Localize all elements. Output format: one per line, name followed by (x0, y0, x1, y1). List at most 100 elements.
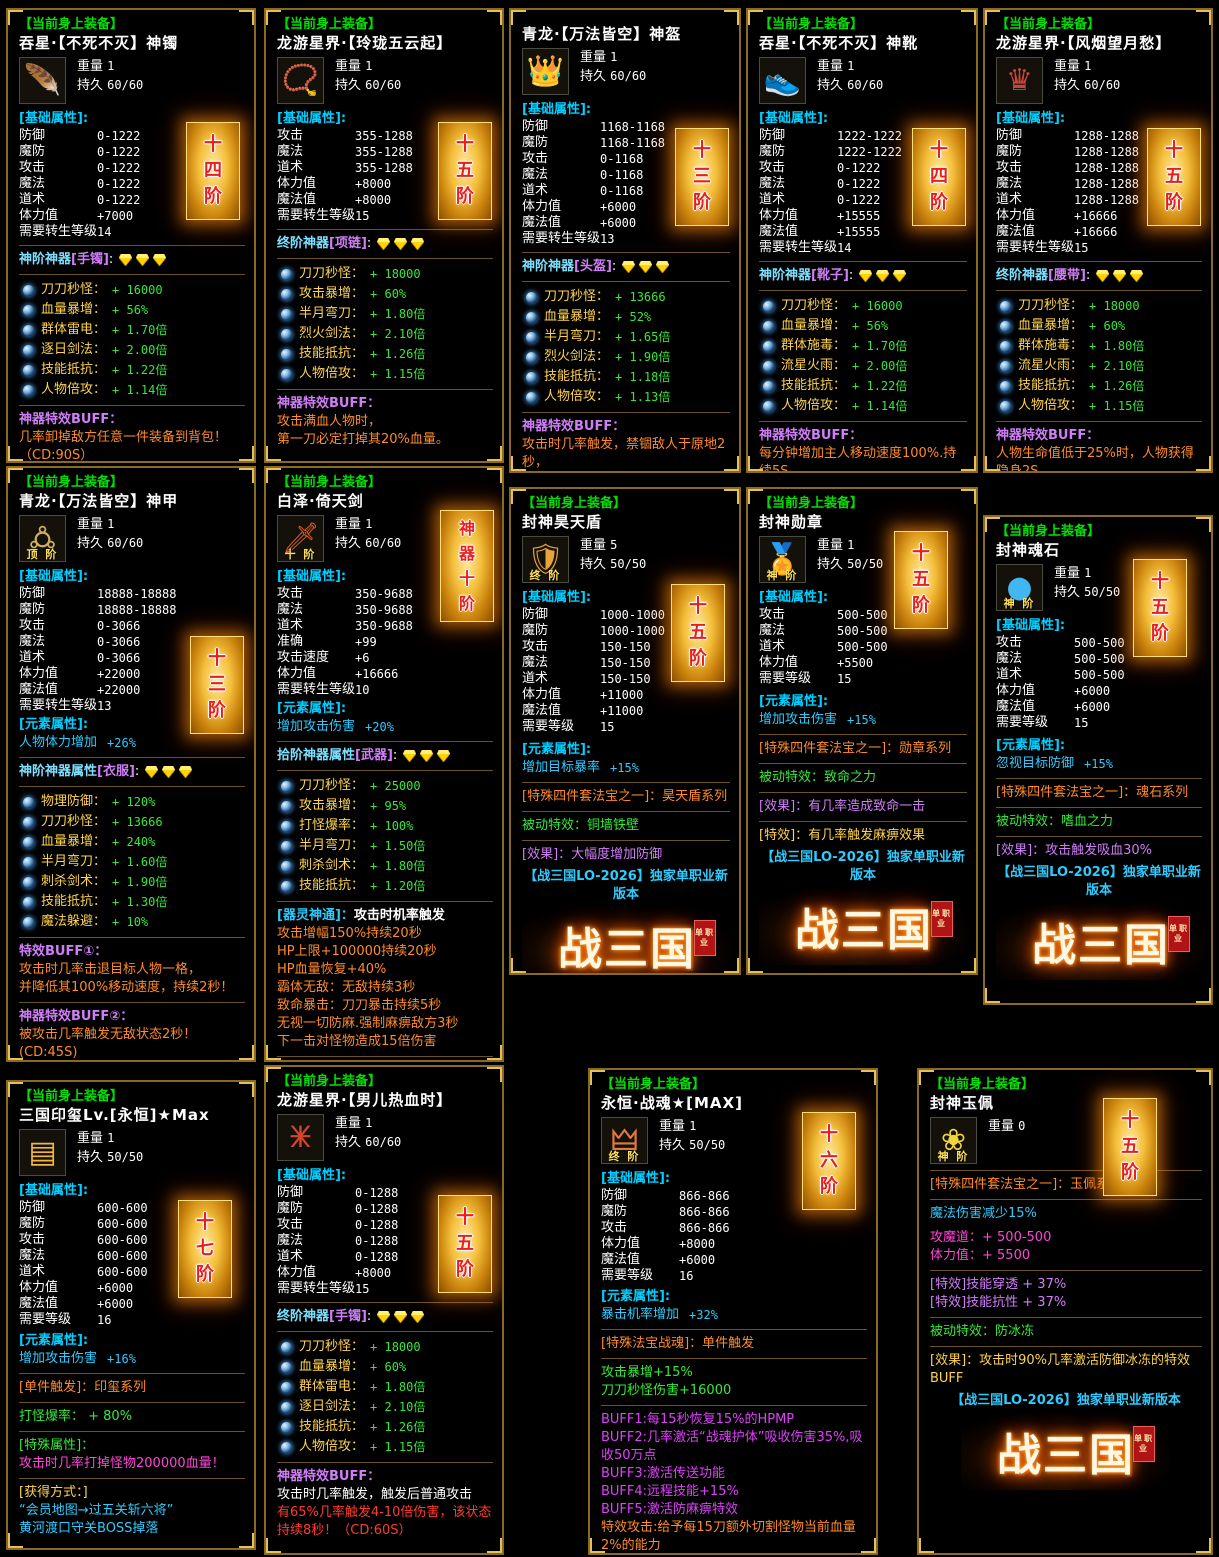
set-line: [特殊法宝战魂]：单件触发 (601, 1336, 755, 1351)
equipment-card-shenjia[interactable]: 【当前身上装备】 青龙·【万法皆空】神甲 🜛 顶 阶 重量 1 持久 60/60 … (6, 466, 256, 1062)
item-icon[interactable]: 🜹 (277, 1114, 324, 1161)
base-attr-row: 攻击 500-500 (996, 635, 1202, 651)
attr-key: 防御 (759, 128, 786, 143)
bullet-value: + 18000 (370, 1340, 421, 1354)
bullet-name: 刀刀秒怪： (1018, 298, 1084, 313)
durability-value: 60/60 (847, 78, 884, 92)
equipment-card-nanerrexue[interactable]: 【当前身上装备】 龙游星界·【男儿热血时】 🜹 重量 1 持久 60/60 [基… (264, 1065, 504, 1555)
equipment-card-yupei[interactable]: 【当前身上装备】 封神玉佩 ❀ 神 阶 重量 0 十五阶 [特殊四件套法宝之一]：… (917, 1068, 1213, 1555)
equipment-card-lingxi[interactable]: 【当前身上装备】 龙游星界·【玲珑五云起】 📿 重量 1 持久 60/60 [基… (264, 8, 504, 463)
artifact-grade: 拾阶神器属性 (277, 748, 356, 763)
equipment-card-hunshi[interactable]: 【当前身上装备】 封神魂石 ● 神 阶 重量 1 持久 50/50 [基础属性]:… (983, 515, 1213, 1005)
equipment-card-haotiandun[interactable]: 【当前身上装备】 封神昊天盾 🛡 终 阶 重量 5 持久 50/50 [基础属性]… (509, 487, 741, 975)
attr-value: 15 (355, 209, 370, 223)
bullet-attr-row: 技能抵抗： + 1.26倍 (1000, 376, 1202, 396)
attr-value: 150-150 (600, 656, 651, 670)
attr-value: 600-600 (97, 1249, 148, 1263)
attr-key: 攻击 (522, 639, 549, 654)
attr-key: 道术 (277, 1249, 304, 1264)
item-icon[interactable]: 👑 (522, 48, 569, 95)
elem-key: 增加攻击伤害 (19, 1351, 98, 1366)
text-line: 体力值：+ 5500 (930, 1248, 1031, 1263)
attr-value: 0-1288 (355, 1202, 399, 1216)
attr-key: 体力值 (996, 683, 1036, 698)
attr-key: 需要转生等级 (277, 1281, 356, 1296)
artifact-slot: [手镯] (71, 252, 109, 267)
equipment-card-fengyan[interactable]: 【当前身上装备】 龙游星界·【风烟望月愁】 ♛ 重量 1 持久 60/60 [基… (983, 8, 1213, 473)
base-attr-row: 道术 0-1168 (522, 183, 730, 199)
item-icon[interactable]: 📿 (277, 57, 324, 104)
weight-label: 重量 (1054, 59, 1081, 74)
gem-icon (656, 261, 670, 273)
equipment-card-shenkui[interactable]: 青龙·【万法皆空】神盔 👑 重量 1 持久 60/60 [基础属性]: 防御 11… (509, 8, 741, 473)
equipment-card-shenxue[interactable]: 【当前身上装备】 吞星·【不死不灭】神靴 👟 重量 1 持久 60/60 [基础… (746, 8, 978, 473)
equipment-card-xunzhang[interactable]: 【当前身上装备】 封神勋章 🏅 神 阶 重量 1 持久 50/50 [基础属性]:… (746, 487, 978, 975)
moon-orb-icon (281, 1361, 292, 1373)
equipment-card-yinxi[interactable]: 【当前身上装备】 三国印玺Lv.[永恒]★Max ▤ 重量 1 持久 50/50… (6, 1080, 256, 1550)
bullet-value: + 2.00倍 (112, 343, 168, 357)
attr-value: +11000 (600, 704, 644, 718)
item-icon-row: ▤ 重量 1 持久 50/50 (19, 1129, 245, 1176)
attr-value: 866-866 (679, 1205, 730, 1219)
bullet-value: + 95% (370, 799, 407, 813)
attr-value: 1000-1000 (600, 624, 666, 638)
base-attr-row: 魔法值 +8000 (277, 192, 493, 208)
attr-key: 防御 (996, 128, 1023, 143)
item-icon[interactable]: 🛡 终 阶 (522, 536, 569, 583)
item-icon[interactable]: 🜲 终 阶 (601, 1117, 648, 1164)
moon-orb-icon (526, 291, 537, 303)
elem-attr-list: 增加攻击伤害 +15% (759, 711, 967, 729)
item-icon[interactable]: 🪶 (19, 57, 66, 104)
gem-icon (893, 270, 907, 282)
promo-title: 【战三国LO-2026】独家单职业新版本 (524, 869, 728, 902)
base-attr-row: 魔法值 +16666 (996, 224, 1202, 240)
gem-icon (377, 1311, 391, 1323)
item-icon[interactable]: ● 神 阶 (996, 564, 1043, 611)
bullet-attr-row: 逐日剑法： + 2.00倍 (23, 340, 245, 360)
set-line: [特殊四件套法宝之一]：昊天盾系列 (522, 789, 728, 804)
durability-value: 60/60 (365, 536, 402, 550)
bullet-value: + 52% (615, 310, 652, 324)
bullet-attr-row: 人物倍攻： + 1.15倍 (281, 364, 493, 384)
gem-icon (411, 238, 425, 250)
bullet-value: + 16000 (852, 299, 903, 313)
weight-value: 1 (847, 59, 855, 73)
weight-value: 1 (847, 538, 855, 552)
item-icon[interactable]: ▤ (19, 1129, 66, 1176)
item-icon[interactable]: 🏅 神 阶 (759, 536, 806, 583)
equipment-card-shendiao[interactable]: 【当前身上装备】 吞星·【不死不灭】神镯 🪶 重量 1 持久 60/60 [基础… (6, 8, 256, 463)
item-icon[interactable]: ❀ 神 阶 (930, 1117, 977, 1164)
attr-key: 防御 (19, 1200, 46, 1215)
item-icon[interactable]: 🜛 顶 阶 (19, 515, 66, 562)
attr-key: 攻击 (277, 586, 304, 601)
base-attr-row: 魔法 600-600 (19, 1248, 245, 1264)
attr-key: 道术 (19, 650, 46, 665)
attr-key: 攻击 (996, 635, 1023, 650)
attr-key: 魔防 (19, 1216, 46, 1231)
base-attr-row: 攻击 355-1288 (277, 128, 493, 144)
equipment-card-yitianjian[interactable]: 【当前身上装备】 白泽·倚天剑 🗡 十 阶 重量 1 持久 60/60 [基础属性… (264, 466, 504, 1062)
attr-key: 道术 (759, 639, 786, 654)
attr-value: 0-1288 (355, 1250, 399, 1264)
equipment-card-zhanhun[interactable]: 【当前身上装备】 永恒·战魂★[MAX] 🜲 终 阶 重量 1 持久 50/50 … (588, 1068, 878, 1555)
item-icon[interactable]: 🗡 十 阶 (277, 515, 324, 562)
base-attr-row: 体力值 +15555 (759, 208, 967, 224)
weight-label: 重量 (817, 59, 844, 74)
bullet-attr-list: 刀刀秒怪： + 18000 血量暴增： + 60% 群体雷电： + 1.80倍 逐日剑法： +… (277, 1337, 493, 1457)
base-attr-row: 需要等级 15 (759, 671, 967, 687)
item-icon[interactable]: ♛ (996, 57, 1043, 104)
attr-key: 魔法值 (522, 703, 562, 718)
moon-orb-icon (23, 324, 34, 336)
bullet-name: 血量暴增： (299, 1359, 365, 1374)
game-logo: 战三国 单职业 (522, 906, 732, 973)
gem-icon (420, 750, 434, 762)
bullet-attr-row: 群体施毒： + 1.70倍 (763, 336, 967, 356)
elem-attr-row: 增加攻击伤害 +16% (19, 1350, 245, 1368)
item-icon[interactable]: 👟 (759, 57, 806, 104)
attr-key: 体力值 (601, 1236, 641, 1251)
attr-value: +11000 (600, 688, 644, 702)
spirit-title-sub: 攻击时机率触发 (353, 908, 445, 923)
base-attr-row: 魔防 866-866 (601, 1204, 867, 1220)
attr-value: +15555 (837, 209, 881, 223)
bullet-value: + 1.80倍 (370, 1380, 426, 1394)
